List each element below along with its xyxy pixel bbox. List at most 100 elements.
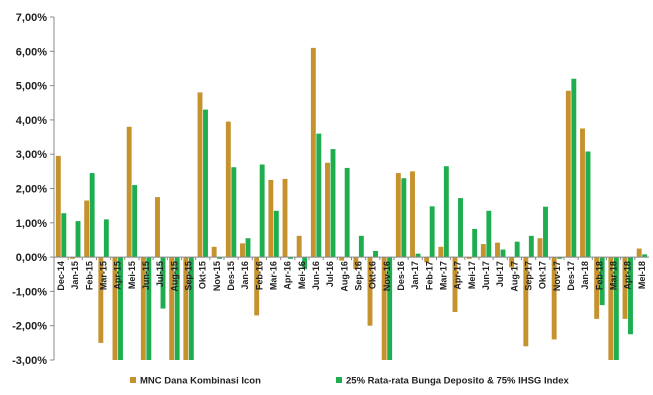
bar-mnc-fund [580, 128, 585, 258]
bar-mnc-fund [70, 257, 75, 259]
y-tick-label: 6,00% [16, 46, 47, 58]
x-tick-label: Jun-15 [141, 261, 151, 290]
bar-benchmark [486, 210, 492, 258]
bar-mnc-fund [268, 179, 274, 258]
bar-mnc-fund [240, 243, 245, 258]
bar-benchmark [118, 257, 123, 360]
x-tick-label: Sep-15 [184, 261, 194, 291]
bar-mnc-fund [126, 126, 132, 258]
bar-benchmark [358, 235, 364, 258]
bar-mnc-fund [325, 162, 330, 258]
x-tick-label: Des-17 [566, 261, 576, 291]
bar-mnc-fund [296, 235, 302, 258]
x-tick-label: Feb-16 [254, 261, 264, 290]
y-tick-label: 3,00% [16, 149, 47, 161]
bar-benchmark [288, 257, 293, 259]
bar-benchmark [373, 250, 378, 258]
x-tick-label: Apr-15 [113, 261, 123, 290]
bar-benchmark [75, 221, 81, 258]
bar-benchmark [103, 219, 109, 258]
x-tick-label: Apr-18 [623, 261, 633, 290]
x-tick-label: Jan-17 [410, 261, 420, 290]
bar-mnc-fund [495, 242, 500, 258]
x-tick-label: Des-16 [396, 261, 406, 291]
x-tick-label: Jun-17 [481, 261, 491, 290]
x-tick-label: Jun-16 [311, 261, 321, 290]
bar-mnc-fund [339, 257, 345, 261]
bar-mnc-fund [254, 257, 260, 316]
x-tick-label: Feb-17 [424, 261, 434, 290]
x-tick-label: Apr-17 [453, 261, 463, 290]
bar-benchmark [514, 241, 520, 258]
bar-mnc-fund [381, 257, 387, 360]
legend-swatch [336, 377, 342, 383]
bar-mnc-fund [367, 257, 373, 326]
y-tick-label: 2,00% [16, 184, 47, 196]
x-tick-label: Aug-15 [169, 261, 179, 292]
bar-mnc-fund [55, 155, 61, 258]
bar-benchmark [458, 198, 463, 258]
x-tick-label: Jan-16 [240, 261, 250, 290]
x-tick-label: Mar-18 [609, 261, 619, 290]
x-tick-label: Sep-16 [354, 261, 364, 291]
x-tick-label: Aug-17 [509, 261, 519, 292]
bar-benchmark [316, 133, 322, 258]
bar-benchmark [472, 228, 478, 258]
bar-mnc-fund [424, 257, 430, 263]
x-tick-label: Mar-16 [269, 261, 279, 290]
bar-benchmark [174, 257, 180, 360]
y-tick-label: -3,00% [12, 355, 47, 367]
bar-benchmark [344, 167, 350, 258]
x-tick-label: Mei-16 [297, 261, 307, 289]
bar-benchmark [642, 254, 648, 258]
x-tick-label: Des-15 [226, 261, 236, 291]
bar-benchmark [429, 206, 435, 258]
x-axis: Dec-14 Jan-15 Feb-15 Mar-15 Apr-15 Mei-15 Jun-… [53, 256, 649, 292]
bar-mnc-fund [622, 257, 628, 319]
bar-benchmark [528, 235, 534, 258]
x-tick-label: Okt-15 [198, 261, 208, 289]
y-tick-label: 7,00% [16, 12, 47, 24]
x-tick-label: Jul-17 [495, 261, 505, 287]
bar-mnc-fund [438, 246, 444, 258]
bar-benchmark [628, 257, 633, 335]
y-tick-label: -1,00% [12, 286, 47, 298]
y-axis: -3,00% -2,00% -1,00% 0,00% 1,00% 2,00% 3,00% 4,… [12, 12, 55, 367]
x-tick-label: Nov-16 [382, 261, 392, 291]
x-tick-label: Mar-15 [99, 261, 109, 290]
x-tick-label: Mei-17 [467, 261, 477, 289]
x-tick-label: Mei-15 [127, 261, 137, 289]
bar-benchmark [231, 167, 237, 258]
bar-benchmark [401, 178, 407, 258]
x-tick-label: Jan-15 [70, 261, 80, 290]
x-tick-label: Mar-17 [439, 261, 449, 290]
x-tick-label: Nov-17 [552, 261, 562, 291]
bar-benchmark [302, 257, 308, 270]
bar-benchmark [132, 185, 138, 258]
x-tick-label: Aug-16 [339, 261, 349, 292]
bar-benchmark [585, 151, 591, 258]
bar-mnc-fund [608, 257, 614, 360]
x-tick-label: Okt-17 [538, 261, 548, 289]
bar-mnc-fund [211, 246, 217, 258]
bar-mnc-fund [395, 173, 401, 258]
bar-mnc-fund [197, 92, 203, 258]
bar-mnc-fund [636, 248, 642, 258]
bar-benchmark [443, 166, 449, 258]
bar-benchmark [245, 238, 251, 258]
bar-mnc-fund [594, 257, 600, 319]
bar-benchmark [188, 257, 194, 360]
x-tick-label: Nov-15 [212, 261, 222, 291]
bar-mnc-fund [565, 90, 571, 258]
bar-mnc-fund [452, 257, 458, 312]
x-tick-label: Sep-17 [524, 261, 534, 291]
y-tick-label: 0,00% [16, 252, 47, 264]
bar-mnc-fund [537, 238, 543, 258]
bar-benchmark [146, 257, 152, 360]
bar-benchmark [160, 257, 166, 309]
bar-mnc-fund [551, 257, 557, 340]
bar-mnc-fund [98, 257, 104, 343]
bar-benchmark [415, 253, 421, 258]
bar-mnc-fund [282, 178, 288, 258]
